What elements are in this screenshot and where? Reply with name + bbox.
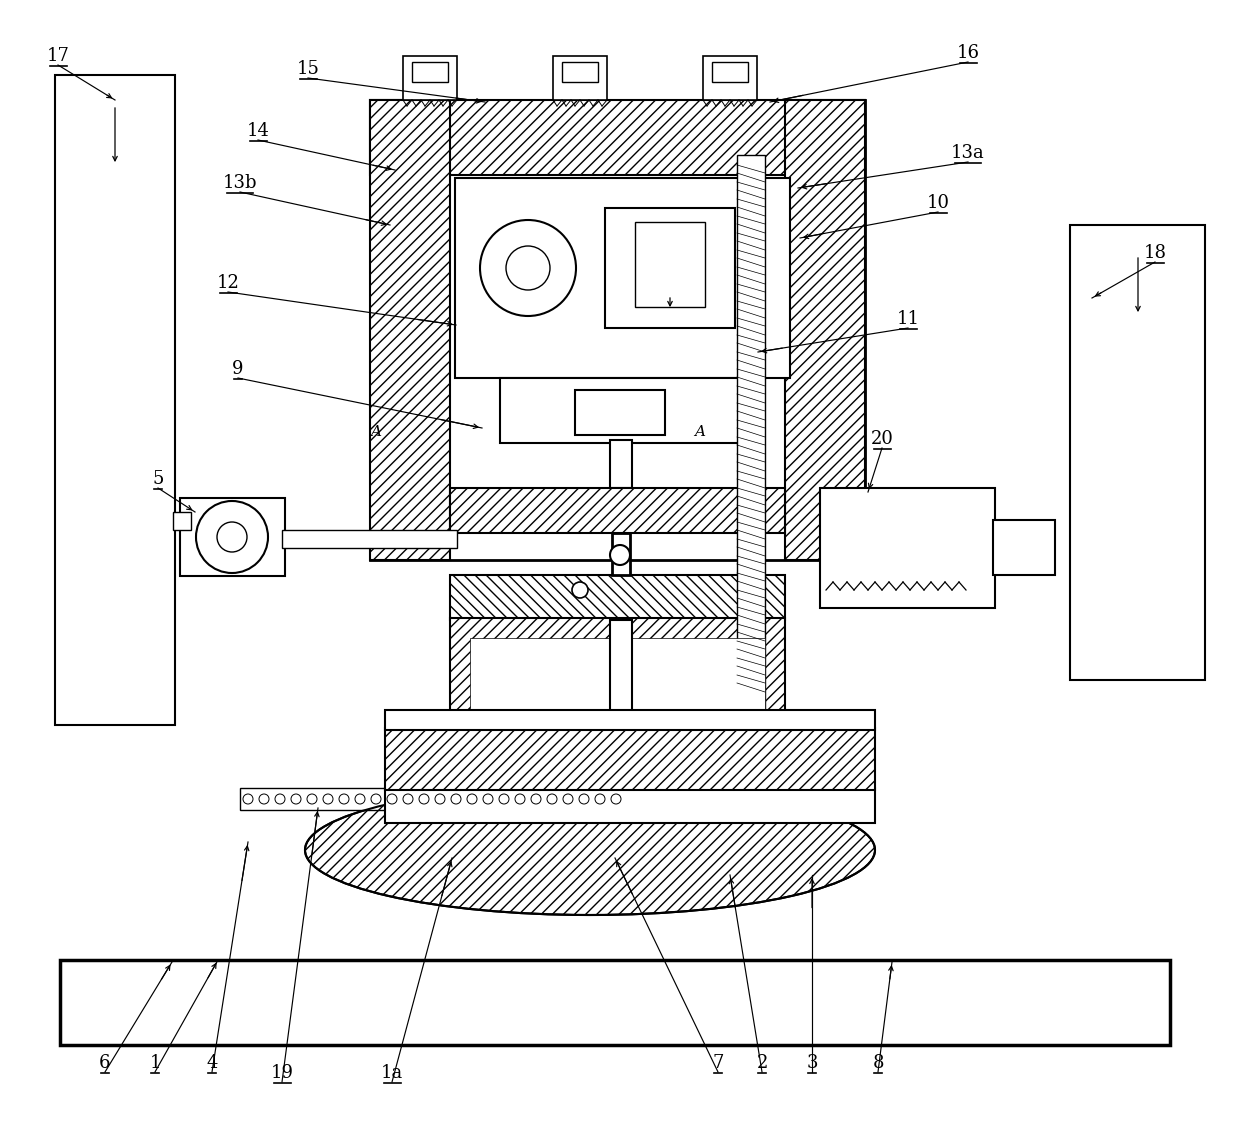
Bar (553, 56, 608, 99)
Bar (281, 530, 458, 547)
Circle shape (531, 794, 541, 804)
Text: 8: 8 (872, 1054, 884, 1072)
Bar (403, 56, 458, 99)
Bar (370, 99, 450, 560)
Circle shape (322, 794, 334, 804)
Bar (737, 155, 765, 710)
Text: 5: 5 (153, 470, 164, 488)
Bar (384, 788, 875, 823)
Circle shape (435, 794, 445, 804)
Bar (703, 56, 756, 99)
Bar (610, 440, 632, 488)
Bar (450, 488, 785, 533)
Text: 1: 1 (149, 1054, 161, 1072)
Circle shape (515, 794, 525, 804)
Bar (605, 208, 735, 328)
Circle shape (371, 794, 381, 804)
Bar (370, 99, 866, 175)
Bar (412, 62, 448, 82)
Bar (575, 390, 665, 435)
Bar (180, 498, 285, 576)
Circle shape (291, 794, 301, 804)
Bar (455, 178, 790, 378)
Circle shape (611, 794, 621, 804)
Circle shape (217, 522, 247, 552)
Circle shape (451, 794, 461, 804)
Text: 19: 19 (270, 1064, 294, 1082)
Circle shape (275, 794, 285, 804)
Bar (370, 99, 866, 560)
Bar (500, 378, 740, 443)
Text: 15: 15 (296, 59, 320, 78)
Text: 17: 17 (47, 47, 69, 65)
Circle shape (259, 794, 269, 804)
Text: A: A (371, 425, 382, 439)
Text: 11: 11 (897, 310, 920, 328)
Bar (174, 512, 191, 530)
Circle shape (547, 794, 557, 804)
Circle shape (355, 794, 365, 804)
Circle shape (484, 794, 494, 804)
Bar (450, 575, 785, 620)
Bar (613, 533, 630, 575)
Text: 1a: 1a (381, 1064, 403, 1082)
Circle shape (419, 794, 429, 804)
Text: 7: 7 (712, 1054, 724, 1072)
Bar (450, 618, 785, 798)
Text: 2: 2 (756, 1054, 768, 1072)
Bar (384, 710, 875, 730)
Text: 14: 14 (247, 122, 269, 139)
Circle shape (196, 501, 268, 573)
Text: 9: 9 (232, 360, 244, 378)
Circle shape (480, 219, 577, 315)
Text: A: A (694, 425, 706, 439)
Ellipse shape (305, 785, 875, 916)
Circle shape (403, 794, 413, 804)
Bar (610, 620, 632, 796)
Text: 20: 20 (870, 430, 894, 448)
Circle shape (610, 545, 630, 565)
Circle shape (579, 794, 589, 804)
Circle shape (506, 246, 551, 290)
Text: 18: 18 (1143, 243, 1167, 262)
Bar (55, 75, 175, 725)
Text: 6: 6 (99, 1054, 110, 1072)
Text: 4: 4 (206, 1054, 218, 1072)
Bar (562, 62, 598, 82)
Circle shape (243, 794, 253, 804)
Text: 16: 16 (956, 43, 980, 62)
Circle shape (498, 794, 508, 804)
Bar (470, 638, 765, 783)
Text: 13b: 13b (223, 174, 257, 192)
Bar (635, 222, 706, 307)
Circle shape (595, 794, 605, 804)
Circle shape (387, 794, 397, 804)
Circle shape (572, 582, 588, 598)
Circle shape (563, 794, 573, 804)
Text: 3: 3 (806, 1054, 817, 1072)
Bar (712, 62, 748, 82)
Text: 13a: 13a (951, 144, 985, 162)
Bar (60, 960, 1171, 1045)
Bar (1070, 225, 1205, 680)
Bar (993, 520, 1055, 575)
Circle shape (339, 794, 348, 804)
Text: 10: 10 (926, 194, 950, 211)
Bar (513, 255, 521, 263)
Bar (820, 488, 994, 608)
Bar (241, 788, 635, 810)
Circle shape (308, 794, 317, 804)
Bar (785, 99, 866, 560)
Text: 12: 12 (217, 274, 239, 291)
Bar (384, 728, 875, 790)
Circle shape (467, 794, 477, 804)
